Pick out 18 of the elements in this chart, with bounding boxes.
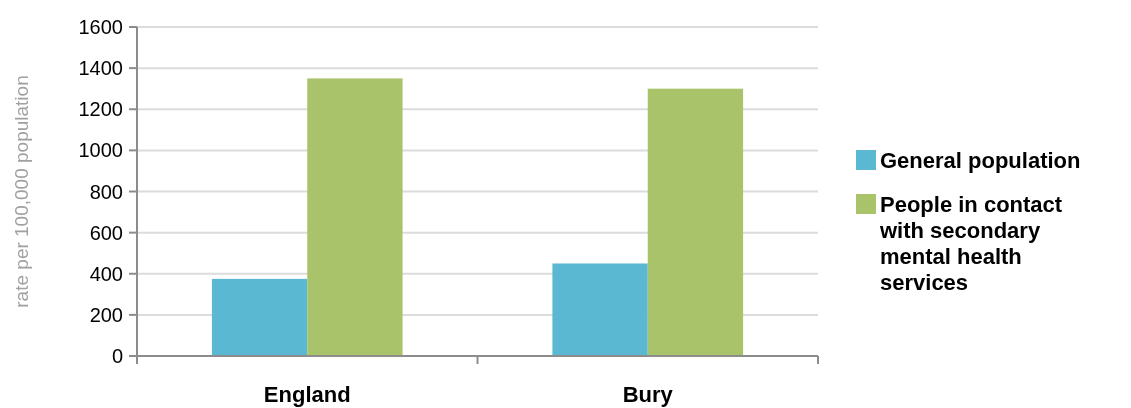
y-tick-label: 200 [89, 303, 123, 326]
y-tick-label: 800 [89, 180, 123, 203]
legend-label: General population [880, 147, 1081, 173]
x-tick-label: England [263, 382, 351, 407]
y-tick-label: 600 [89, 221, 123, 244]
y-tick-label: 1000 [78, 139, 123, 162]
bar [552, 263, 648, 356]
y-tick-label: 1600 [78, 16, 123, 38]
y-tick-label: 400 [89, 262, 123, 285]
y-tick-label: 1200 [78, 98, 123, 121]
y-axis-title: rate per 100,000 population [11, 75, 32, 308]
bar [211, 278, 308, 356]
bar [647, 88, 744, 356]
legend-label: People in contact with secondary mental health services [879, 191, 1063, 295]
y-tick-label: 1400 [78, 57, 123, 80]
bar [307, 78, 403, 356]
x-tick-label: Bury [622, 382, 674, 407]
y-tick-label: 0 [111, 345, 123, 367]
